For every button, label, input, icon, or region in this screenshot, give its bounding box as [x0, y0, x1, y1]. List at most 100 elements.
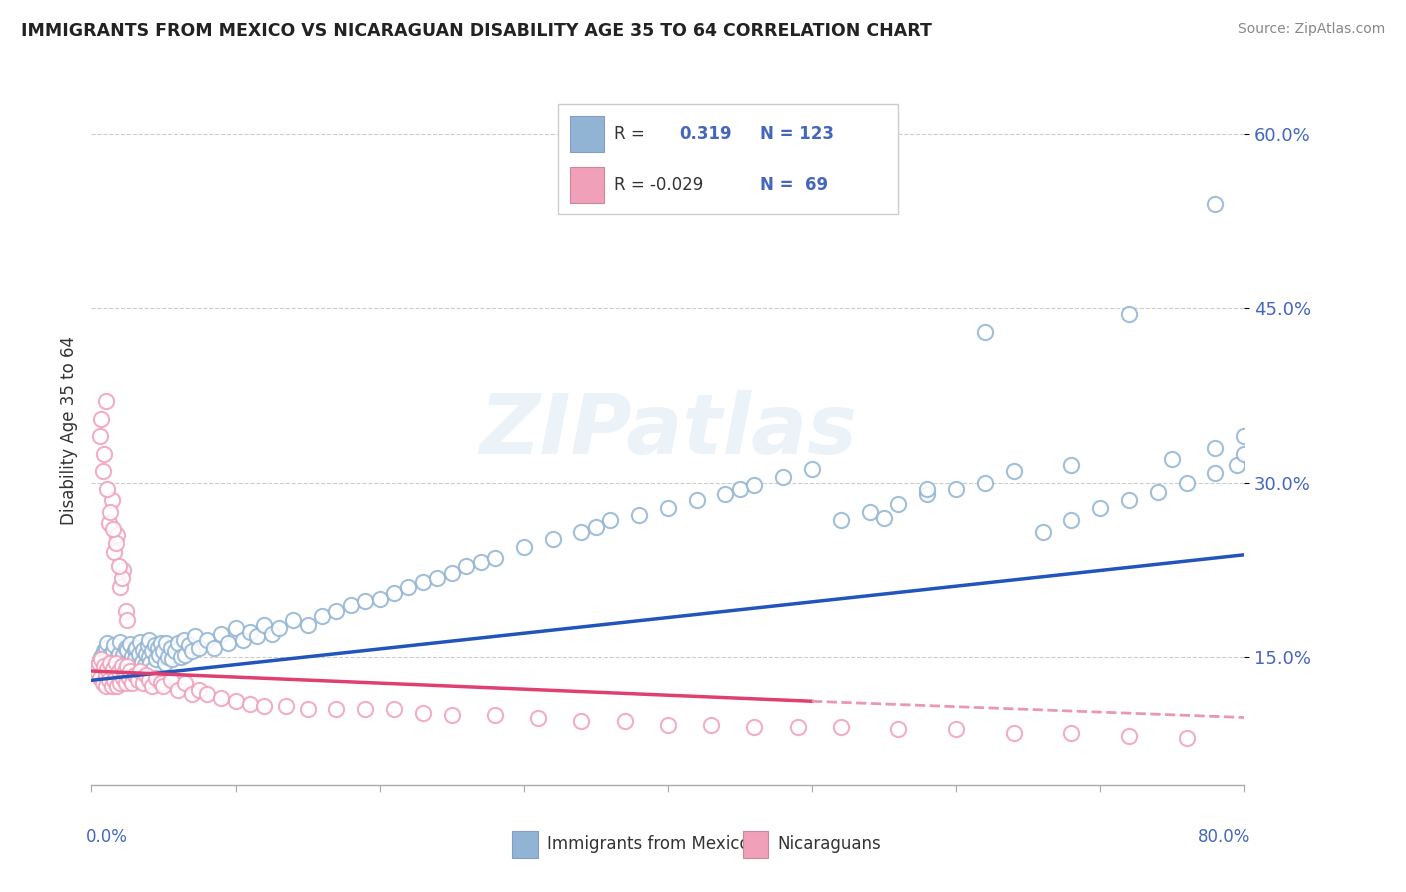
- Point: [166, 636, 188, 650]
- FancyBboxPatch shape: [569, 116, 605, 153]
- Point: [657, 717, 679, 731]
- Point: [1060, 513, 1083, 527]
- Point: [87, 656, 110, 670]
- Point: [873, 510, 896, 524]
- Point: [121, 675, 143, 690]
- Point: [412, 706, 434, 720]
- Point: [195, 687, 218, 701]
- Point: [141, 644, 163, 658]
- Text: IMMIGRANTS FROM MEXICO VS NICARAGUAN DISABILITY AGE 35 TO 64 CORRELATION CHART: IMMIGRANTS FROM MEXICO VS NICARAGUAN DIS…: [21, 22, 932, 40]
- Point: [86, 664, 108, 678]
- Point: [110, 658, 132, 673]
- Point: [440, 708, 463, 723]
- Point: [101, 644, 124, 658]
- Point: [90, 411, 112, 425]
- Point: [98, 656, 121, 670]
- Point: [145, 671, 167, 685]
- Point: [87, 656, 110, 670]
- Point: [152, 644, 174, 658]
- Point: [470, 555, 492, 569]
- Point: [700, 717, 723, 731]
- Point: [426, 571, 449, 585]
- Point: [1032, 524, 1054, 539]
- Point: [149, 636, 172, 650]
- Point: [973, 325, 995, 339]
- Text: Nicaraguans: Nicaraguans: [778, 835, 882, 853]
- Point: [382, 586, 405, 600]
- Point: [100, 679, 122, 693]
- Point: [105, 528, 128, 542]
- Point: [104, 656, 127, 670]
- FancyBboxPatch shape: [742, 831, 768, 858]
- Point: [107, 559, 129, 574]
- Point: [973, 475, 995, 490]
- Point: [1204, 467, 1226, 481]
- Point: [714, 487, 737, 501]
- Point: [128, 647, 150, 661]
- Point: [239, 624, 262, 639]
- Point: [1226, 458, 1249, 473]
- Point: [786, 720, 808, 734]
- Point: [260, 627, 283, 641]
- Point: [111, 571, 134, 585]
- Y-axis label: Disability Age 35 to 64: Disability Age 35 to 64: [59, 336, 77, 524]
- Point: [181, 644, 204, 658]
- Point: [100, 493, 122, 508]
- Point: [253, 698, 276, 713]
- Point: [325, 702, 347, 716]
- Point: [115, 604, 138, 618]
- Point: [103, 673, 125, 688]
- Point: [117, 643, 139, 657]
- Point: [195, 632, 218, 647]
- Point: [1088, 501, 1111, 516]
- Point: [585, 520, 607, 534]
- Point: [153, 656, 176, 670]
- Point: [484, 551, 506, 566]
- Point: [915, 482, 938, 496]
- Point: [149, 675, 172, 690]
- Point: [90, 650, 112, 665]
- Point: [354, 702, 377, 716]
- Point: [188, 682, 211, 697]
- Point: [101, 662, 124, 676]
- Point: [101, 667, 124, 681]
- Point: [112, 671, 135, 685]
- Point: [232, 632, 254, 647]
- Point: [368, 591, 391, 606]
- Point: [627, 508, 650, 523]
- Point: [112, 563, 135, 577]
- Point: [174, 675, 197, 690]
- Point: [91, 675, 114, 690]
- Point: [94, 394, 117, 409]
- Point: [138, 650, 160, 665]
- Point: [107, 664, 129, 678]
- Point: [858, 505, 880, 519]
- Point: [382, 702, 405, 716]
- Point: [184, 629, 207, 643]
- Point: [484, 708, 506, 723]
- Point: [94, 667, 117, 681]
- Point: [225, 694, 247, 708]
- FancyBboxPatch shape: [512, 831, 537, 858]
- FancyBboxPatch shape: [558, 104, 898, 214]
- Point: [118, 666, 141, 681]
- Point: [887, 497, 910, 511]
- Point: [115, 640, 138, 655]
- Point: [96, 482, 118, 496]
- Point: [110, 675, 132, 690]
- Point: [97, 516, 120, 531]
- Point: [354, 594, 377, 608]
- Point: [887, 722, 910, 736]
- Point: [142, 662, 165, 676]
- Point: [114, 664, 136, 678]
- Text: ZIPatlas: ZIPatlas: [479, 390, 856, 471]
- Text: R = -0.029: R = -0.029: [613, 176, 703, 194]
- Point: [103, 545, 125, 559]
- Point: [117, 655, 139, 669]
- Point: [98, 505, 121, 519]
- Point: [297, 617, 319, 632]
- Point: [945, 722, 967, 736]
- Point: [209, 690, 232, 705]
- Point: [112, 648, 135, 662]
- Point: [340, 598, 363, 612]
